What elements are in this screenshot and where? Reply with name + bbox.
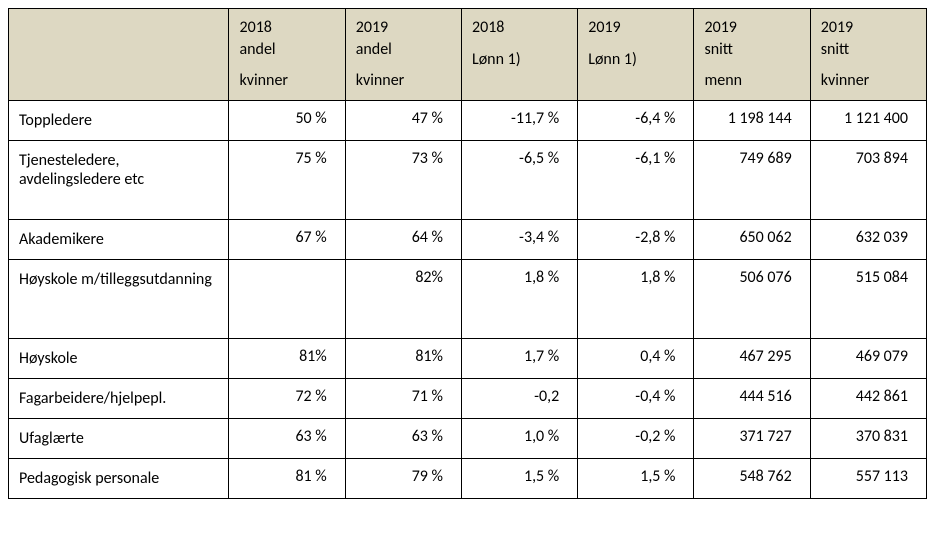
cell-value	[229, 259, 345, 338]
cell-value: 64 %	[345, 219, 461, 259]
table-row: Fagarbeidere/hjelpepl.72 %71 %-0,2-0,4 %…	[9, 378, 927, 418]
cell-value: 81 %	[229, 458, 345, 498]
row-label: Høyskole	[9, 338, 229, 378]
header-text: 2019	[704, 17, 799, 39]
table-row: Toppledere50 %47 %-11,7 %-6,4 %1 198 144…	[9, 100, 927, 140]
cell-value: -3,4 %	[461, 219, 577, 259]
row-label: Fagarbeidere/hjelpepl.	[9, 378, 229, 418]
table-body: Toppledere50 %47 %-11,7 %-6,4 %1 198 144…	[9, 100, 927, 498]
header-cell	[9, 9, 229, 101]
cell-value: 50 %	[229, 100, 345, 140]
cell-value: 0,4 %	[578, 338, 694, 378]
cell-value: -0,4 %	[578, 378, 694, 418]
cell-value: 67 %	[229, 219, 345, 259]
header-text: Lønn 1)	[472, 49, 567, 71]
cell-value: 444 516	[694, 378, 810, 418]
header-cell: 2019 andel kvinner	[345, 9, 461, 101]
row-label: Pedagogisk personale	[9, 458, 229, 498]
header-cell: 2019 snitt menn	[694, 9, 810, 101]
header-cell: 2018 Lønn 1)	[461, 9, 577, 101]
row-label: Ufaglærte	[9, 418, 229, 458]
header-cell: 2019 Lønn 1)	[578, 9, 694, 101]
cell-value: 81%	[345, 338, 461, 378]
cell-value: -2,8 %	[578, 219, 694, 259]
cell-value: 1 121 400	[810, 100, 926, 140]
header-text: andel	[356, 39, 451, 61]
cell-value: 548 762	[694, 458, 810, 498]
cell-value: 1,5 %	[461, 458, 577, 498]
cell-value: 1,8 %	[461, 259, 577, 338]
header-text: andel	[239, 39, 334, 61]
cell-value: 79 %	[345, 458, 461, 498]
header-text: 2019	[821, 17, 916, 39]
cell-value: 1,8 %	[578, 259, 694, 338]
header-cell: 2019 snitt kvinner	[810, 9, 926, 101]
cell-value: 71 %	[345, 378, 461, 418]
cell-value: 82%	[345, 259, 461, 338]
cell-value: -6,5 %	[461, 140, 577, 219]
cell-value: -0,2	[461, 378, 577, 418]
header-text: 2019	[588, 17, 683, 39]
cell-value: 703 894	[810, 140, 926, 219]
cell-value: 63 %	[345, 418, 461, 458]
cell-value: 749 689	[694, 140, 810, 219]
header-text: menn	[704, 70, 799, 92]
table-header: 2018 andel kvinner 2019 andel kvinner 20…	[9, 9, 927, 101]
table-row: Høyskole m/tilleggsutdanning82%1,8 %1,8 …	[9, 259, 927, 338]
cell-value: 81%	[229, 338, 345, 378]
cell-value: 75 %	[229, 140, 345, 219]
cell-value: 632 039	[810, 219, 926, 259]
cell-value: -6,1 %	[578, 140, 694, 219]
cell-value: 557 113	[810, 458, 926, 498]
cell-value: 47 %	[345, 100, 461, 140]
header-text: snitt	[821, 39, 916, 61]
cell-value: 370 831	[810, 418, 926, 458]
table-row: Akademikere67 %64 %-3,4 %-2,8 %650 06263…	[9, 219, 927, 259]
header-text: Lønn 1)	[588, 49, 683, 71]
header-cell: 2018 andel kvinner	[229, 9, 345, 101]
table-row: Høyskole81%81%1,7 %0,4 %467 295469 079	[9, 338, 927, 378]
header-text: kvinner	[239, 70, 334, 92]
cell-value: 1,7 %	[461, 338, 577, 378]
row-label: Toppledere	[9, 100, 229, 140]
cell-value: 371 727	[694, 418, 810, 458]
cell-value: 73 %	[345, 140, 461, 219]
cell-value: 1,5 %	[578, 458, 694, 498]
row-label: Akademikere	[9, 219, 229, 259]
cell-value: -0,2 %	[578, 418, 694, 458]
cell-value: 650 062	[694, 219, 810, 259]
cell-value: 515 084	[810, 259, 926, 338]
cell-value: 72 %	[229, 378, 345, 418]
salary-share-table: 2018 andel kvinner 2019 andel kvinner 20…	[8, 8, 927, 499]
header-text: snitt	[704, 39, 799, 61]
cell-value: 63 %	[229, 418, 345, 458]
cell-value: 1 198 144	[694, 100, 810, 140]
header-text: kvinner	[356, 70, 451, 92]
cell-value: 1,0 %	[461, 418, 577, 458]
cell-value: -11,7 %	[461, 100, 577, 140]
row-label: Høyskole m/tilleggsutdanning	[9, 259, 229, 338]
cell-value: 506 076	[694, 259, 810, 338]
cell-value: 467 295	[694, 338, 810, 378]
cell-value: 442 861	[810, 378, 926, 418]
table-row: Pedagogisk personale81 %79 %1,5 %1,5 %54…	[9, 458, 927, 498]
header-text: 2018	[472, 17, 567, 39]
header-text: 2018	[239, 17, 334, 39]
header-text: kvinner	[821, 70, 916, 92]
table-row: Ufaglærte63 %63 %1,0 %-0,2 %371 727370 8…	[9, 418, 927, 458]
cell-value: 469 079	[810, 338, 926, 378]
cell-value: -6,4 %	[578, 100, 694, 140]
row-label: Tjenesteledere, avdelingsledere etc	[9, 140, 229, 219]
table-row: Tjenesteledere, avdelingsledere etc75 %7…	[9, 140, 927, 219]
header-text: 2019	[356, 17, 451, 39]
